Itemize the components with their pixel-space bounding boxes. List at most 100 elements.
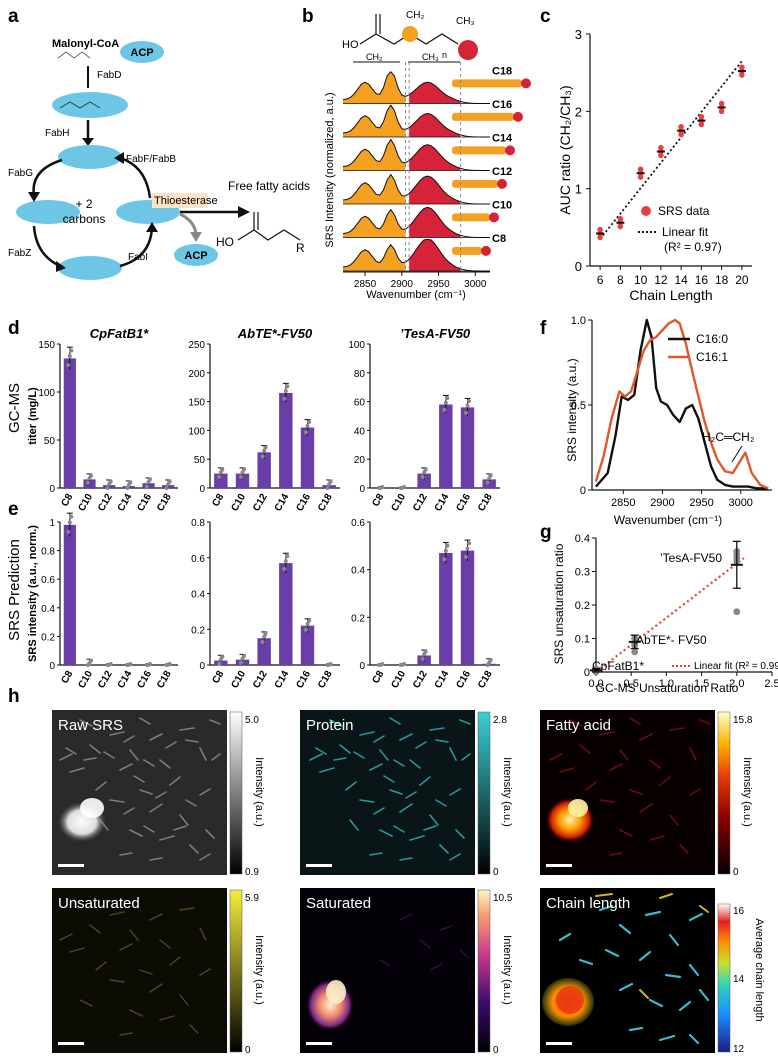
d1-dot-C18-2 <box>167 479 172 484</box>
acp-label-top: ACP <box>130 47 153 59</box>
image-saturated: Saturated 10.5 0 Intensity (a.u.) <box>300 888 513 1056</box>
b-chain-end-C10 <box>489 212 499 223</box>
g-point-7 <box>733 608 741 616</box>
d1-dot-C12-2 <box>108 479 113 484</box>
d1-dot-C14-0 <box>125 486 130 490</box>
fabg-label: FabG <box>8 168 33 179</box>
b-chain-bar-C12 <box>452 179 498 188</box>
fabd-label: FabD <box>97 70 121 81</box>
ffa-label: Free fatty acids <box>228 179 310 193</box>
colorbar-raw-srs <box>229 711 243 875</box>
d2-bar-C14 <box>279 392 293 488</box>
d1-cat-C16: C16 <box>135 492 154 514</box>
c-legend-data: SRS data <box>658 204 710 218</box>
e3-cat-C14: C14 <box>433 669 452 691</box>
c-point-10-0 <box>637 174 644 180</box>
e2-ytick-label-0.6: 0.6 <box>191 554 205 565</box>
e3-dot-C14-1 <box>443 548 448 553</box>
b-chain-bar-C8 <box>452 246 482 255</box>
cb-max-unsat: 5.9 <box>245 893 259 904</box>
d2-ytick-label-0: 0 <box>199 484 205 495</box>
b-ch3-range: CH₃ <box>422 52 439 62</box>
e3-dot-C8-2 <box>380 661 385 666</box>
thioesterase-arrowhead <box>238 206 250 218</box>
f-annotation-arrow <box>731 445 743 463</box>
e1-ytick-label-0.8: 0.8 <box>41 547 55 558</box>
panel-e: e SRS Prediction <box>6 499 23 641</box>
e3-ytick-label-0: 0 <box>359 661 365 672</box>
e2-ytick-label-0: 0 <box>199 661 205 672</box>
g-point-3 <box>631 648 639 656</box>
colorbar-saturated <box>477 889 491 1053</box>
e2-dot-C12-2 <box>263 631 268 636</box>
scalebar-3 <box>546 864 572 867</box>
thioesterase-highlight <box>152 193 208 208</box>
colorbar-chain-length <box>717 903 731 1053</box>
f-xtick-label-2850: 2850 <box>611 497 635 509</box>
e1-cat-C8: C8 <box>60 669 76 686</box>
b-xtick-label-2900: 2900 <box>391 279 414 290</box>
d3-dot-C18-0 <box>485 480 490 485</box>
e1-cat-C16: C16 <box>135 669 154 691</box>
b-spectrum-line-C14 <box>342 138 490 171</box>
h-title-fatty-acid: Fatty acid <box>546 717 611 734</box>
c-point-8-2 <box>617 216 624 222</box>
e2-ytick-label-0.2: 0.2 <box>191 625 205 636</box>
b-chain-bar-C14 <box>452 146 506 155</box>
e2-bar-C12 <box>257 638 271 665</box>
b-chain-bar-C10 <box>452 213 490 222</box>
d2-ytick-label-250: 250 <box>188 340 205 351</box>
f-ytick-label-0.5: 0.5 <box>571 400 586 412</box>
b-ch2-area-C8 <box>343 244 406 271</box>
c-point-16-0 <box>698 121 705 128</box>
panel-h-label: h <box>8 686 20 707</box>
ch3-marker <box>458 40 478 60</box>
d2-cat-C14: C14 <box>273 492 292 514</box>
e3-dot-C16-0 <box>464 554 468 559</box>
e1-dot-C10-2 <box>89 658 93 663</box>
ffa-r: R <box>296 241 305 255</box>
d3-dot-C18-2 <box>488 473 493 478</box>
f-series-C16-0 <box>594 318 769 490</box>
acp-release-arrowhead <box>190 232 202 242</box>
b-chain-label-C16: C16 <box>492 99 512 111</box>
cb-label-protein: Intensity (a.u.) <box>501 757 513 827</box>
d3-ytick-label-80: 80 <box>354 369 366 380</box>
e3-cat-C8: C8 <box>371 669 387 686</box>
d1-dot-C8-1 <box>67 354 72 359</box>
b-xtick-label-2850: 2850 <box>354 279 377 290</box>
c-ylabel: AUC ratio (CH₂/CH₃) <box>557 85 573 214</box>
panel-h: h Raw SRS 5.0 0.9 Intensity (a.u.) <box>8 686 765 1056</box>
e1-ytick-label-0.6: 0.6 <box>41 575 55 586</box>
e3-bar-C14 <box>439 552 453 665</box>
d2-cat-C10: C10 <box>229 492 248 514</box>
d2-ytick-label-50: 50 <box>194 455 206 466</box>
e2-bar-C14 <box>279 563 293 665</box>
d3-dot-C8-2 <box>380 484 385 489</box>
fabg-arrowhead <box>28 192 40 202</box>
fabz-arrowhead <box>56 261 66 272</box>
d1-dot-C8-2 <box>69 348 74 353</box>
c-fit-line <box>599 60 743 240</box>
e2-dot-C10-0 <box>239 660 243 665</box>
d3-bar-C14 <box>439 404 453 488</box>
e2-dot-C12-1 <box>262 634 267 639</box>
f-ytick-label-1: 1.0 <box>571 315 586 327</box>
e2-dot-C14-0 <box>282 567 287 572</box>
fabz-label: FabZ <box>8 248 31 259</box>
d1-bar-C8 <box>63 358 76 488</box>
d2-dot-C12-2 <box>263 445 268 450</box>
b-chain-end-C12 <box>497 178 507 189</box>
e1-dot-C14-2 <box>128 661 133 666</box>
d1-cat-C18: C18 <box>155 492 174 514</box>
c-xtick-label-14: 14 <box>674 273 688 287</box>
c-xtick-label-20: 20 <box>735 273 749 287</box>
d2-dot-C14-2 <box>285 384 290 389</box>
e2-cat-C8: C8 <box>211 669 227 686</box>
d2-dot-C18-2 <box>328 479 333 484</box>
d1-dot-C16-2 <box>148 477 152 482</box>
d2-ytick-label-100: 100 <box>188 426 205 437</box>
